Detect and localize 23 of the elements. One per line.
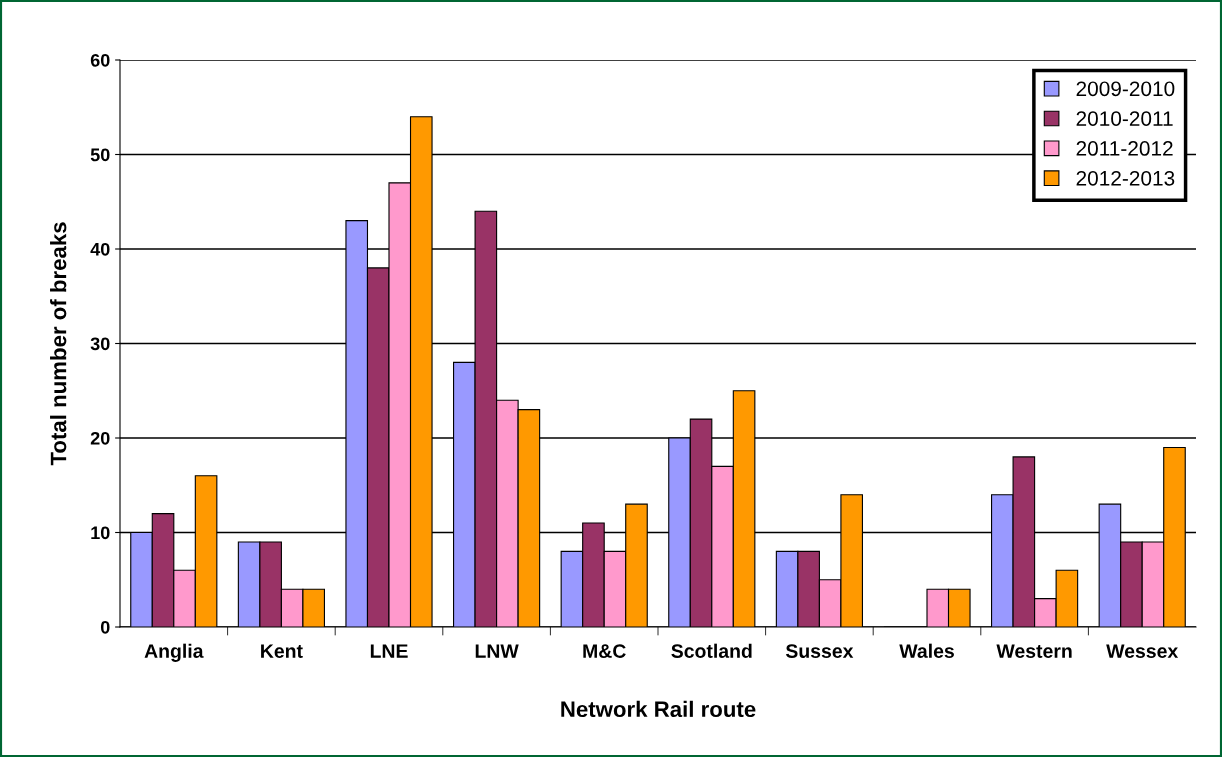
legend-label: 2012-2013 [1076, 170, 1175, 186]
x-tick-label: Western [996, 644, 1072, 658]
legend-label: 2011-2012 [1076, 141, 1173, 156]
y-tick-label: 50 [90, 148, 110, 162]
legend-label: 2009-2010 [1076, 81, 1175, 97]
x-tick-label: Wessex [1106, 644, 1179, 658]
x-tick-label: Scotland [671, 643, 752, 658]
x-tick-label: Kent [261, 644, 303, 658]
x-tick-label: LNE [370, 644, 408, 658]
x-axis-title: Network Rail route [561, 700, 756, 718]
y-tick-label: 30 [90, 337, 110, 351]
y-tick-label: 20 [90, 431, 110, 445]
y-axis-title: Total number of breaks [50, 222, 67, 466]
legend-label: 2010-2011 [1076, 111, 1173, 126]
x-tick-label: M&C [583, 644, 626, 658]
y-tick-label: 60 [90, 53, 110, 67]
y-tick-label: 0 [100, 620, 110, 634]
x-tick-label: Wales [899, 643, 954, 658]
x-tick-label: Anglia [144, 643, 204, 662]
y-tick-label: 40 [90, 242, 110, 256]
y-tick-label: 10 [91, 526, 110, 540]
x-tick-label: LNW [475, 644, 519, 658]
x-tick-label: Sussex [785, 644, 854, 658]
